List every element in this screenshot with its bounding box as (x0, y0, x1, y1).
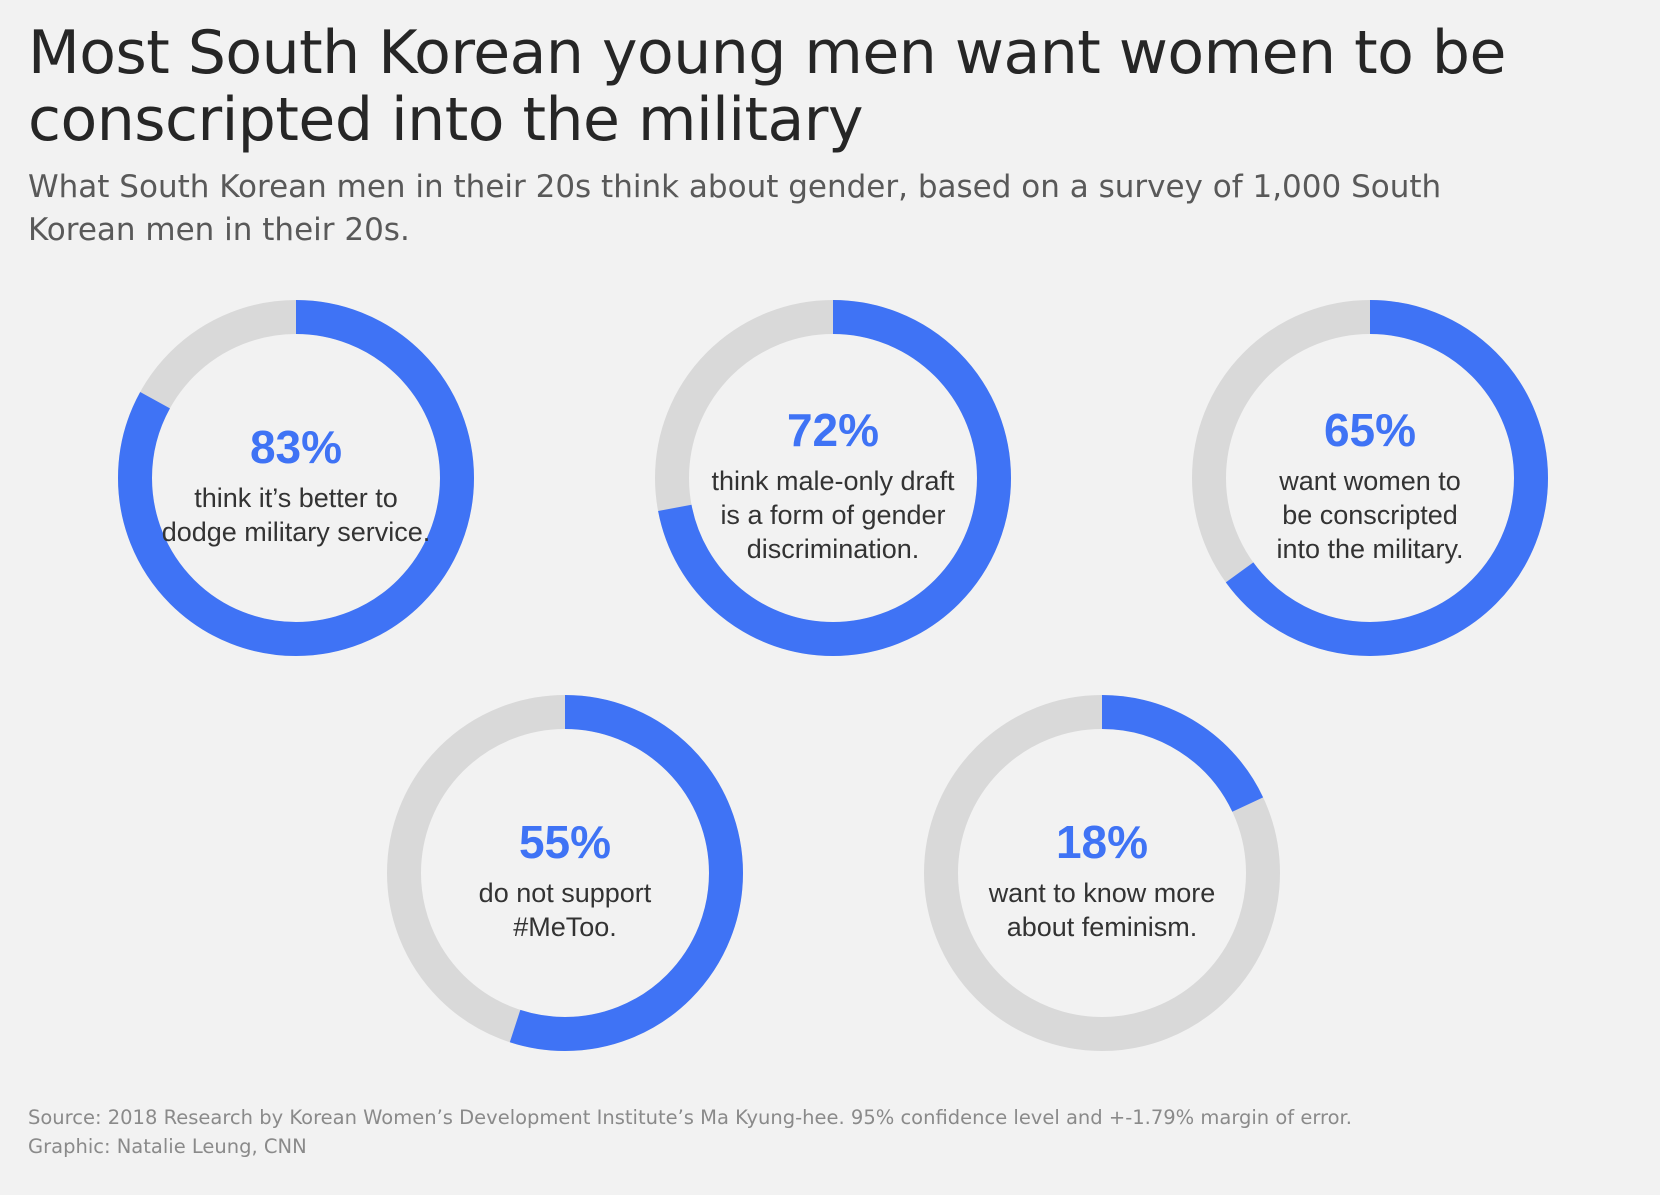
footer: Source: 2018 Research by Korean Women’s … (28, 1103, 1608, 1161)
donut-description-line: want to know more (988, 878, 1216, 908)
source-note: Source: 2018 Research by Korean Women’s … (28, 1106, 1352, 1129)
donut-description-line: #MeToo. (513, 912, 617, 942)
donut-description-line: be conscripted (1282, 500, 1458, 530)
donut-1: 83% think it’s better to dodge military se… (118, 300, 474, 656)
donut-description-line: think it’s better to (194, 483, 398, 513)
donut-value-arc (387, 695, 743, 1051)
donut-percent-label: 72% (787, 404, 879, 456)
donut-description-line: dodge military service. (162, 517, 431, 547)
donut-description-line: want women to (1278, 466, 1461, 496)
donut-2: 72% think male-only draft is a form of gen… (655, 300, 1011, 656)
graphic-credit: Graphic: Natalie Leung, CNN (28, 1135, 307, 1158)
chart-subtitle: What South Korean men in their 20s think… (28, 169, 1442, 248)
donut-3: 65% want women to be conscripted into the m… (1192, 300, 1548, 656)
donut-description-line: is a form of gender (720, 500, 945, 530)
donut-description-line: discrimination. (747, 534, 920, 564)
donut-value-arc (118, 300, 474, 656)
donut-percent-label: 55% (519, 816, 611, 868)
donut-description-line: think male-only draft (711, 466, 955, 496)
chart-title: Most South Korean young men want women t… (28, 18, 1506, 155)
donut-percent-label: 18% (1056, 816, 1148, 868)
donut-percent-label: 83% (250, 421, 342, 473)
donut-value-arc (655, 300, 1011, 656)
donut-percent-label: 65% (1324, 404, 1416, 456)
donut-value-arc (924, 695, 1280, 1051)
donut-description-line: about feminism. (1007, 912, 1198, 942)
donut-description-line: into the military. (1276, 534, 1463, 564)
donut-4: 55% do not support #MeToo. (387, 695, 743, 1051)
donut-description-line: do not support (479, 878, 652, 908)
donut-value-arc (1192, 300, 1548, 656)
donut-5: 18% want to know more about feminism. (924, 695, 1280, 1051)
